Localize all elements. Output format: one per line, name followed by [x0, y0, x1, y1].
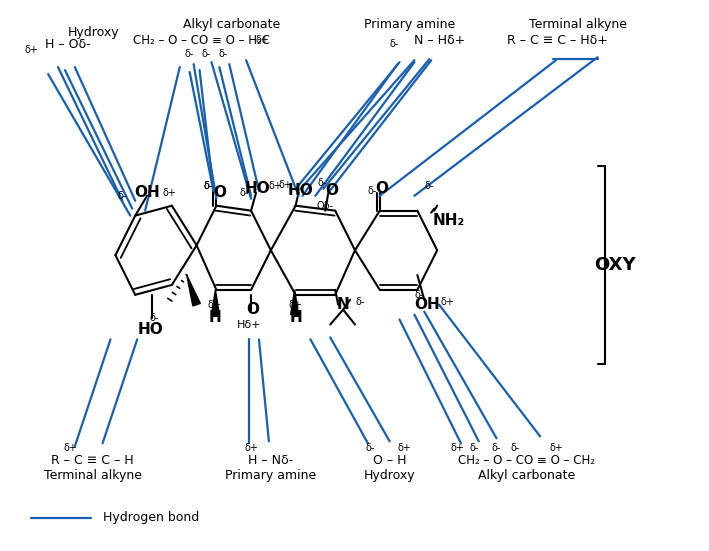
- Polygon shape: [211, 290, 219, 315]
- Text: Alkyl carbonate: Alkyl carbonate: [478, 469, 575, 483]
- Text: δ-: δ-: [415, 290, 424, 300]
- Text: δ-: δ-: [355, 297, 364, 307]
- Text: O: O: [247, 302, 259, 317]
- Text: δ+: δ+: [279, 180, 293, 190]
- Text: δ+: δ+: [64, 443, 78, 453]
- Text: δ-: δ-: [203, 181, 213, 191]
- Text: δ-: δ-: [240, 188, 249, 198]
- Text: δ-: δ-: [203, 181, 213, 191]
- Text: δ+: δ+: [549, 443, 563, 453]
- Polygon shape: [291, 290, 298, 315]
- Polygon shape: [186, 275, 201, 306]
- Text: Primary amine: Primary amine: [364, 18, 455, 31]
- Text: Alkyl carbonate: Alkyl carbonate: [183, 18, 280, 31]
- Text: NH₂: NH₂: [433, 213, 465, 228]
- Text: δ+: δ+: [398, 443, 411, 453]
- Text: N: N: [337, 297, 350, 312]
- Text: Hydroxy: Hydroxy: [68, 26, 120, 39]
- Text: δ-: δ-: [390, 39, 399, 50]
- Text: δ-: δ-: [510, 443, 520, 453]
- Text: δ-: δ-: [202, 49, 211, 60]
- Text: O: O: [213, 185, 226, 201]
- Text: δ+: δ+: [163, 188, 177, 198]
- Text: OH: OH: [134, 185, 160, 201]
- Text: δ-: δ-: [185, 49, 194, 60]
- Text: H – Oδ-: H – Oδ-: [45, 38, 91, 51]
- Text: δ+: δ+: [256, 35, 270, 45]
- Text: OH: OH: [414, 297, 440, 312]
- Text: δ+: δ+: [244, 443, 258, 453]
- Text: N – Hδ+: N – Hδ+: [414, 34, 466, 47]
- Text: δ+: δ+: [440, 297, 454, 307]
- Text: δ-: δ-: [218, 49, 228, 60]
- Text: Terminal alkyne: Terminal alkyne: [529, 18, 627, 31]
- Text: Primary amine: Primary amine: [225, 469, 316, 483]
- Text: δ-: δ-: [469, 443, 479, 453]
- Text: R – C ≡ C – Hδ+: R – C ≡ C – Hδ+: [508, 34, 608, 47]
- Text: CH₂ – O – CO ≡ O – CH₂: CH₂ – O – CO ≡ O – CH₂: [458, 453, 595, 467]
- Text: Hδ+: Hδ+: [237, 320, 262, 329]
- Text: HO: HO: [288, 183, 313, 198]
- Text: O – H: O – H: [373, 453, 406, 467]
- Text: H – Nδ-: H – Nδ-: [248, 453, 294, 467]
- Text: HO: HO: [245, 181, 271, 196]
- Text: δ-: δ-: [367, 186, 376, 196]
- Text: Terminal alkyne: Terminal alkyne: [44, 469, 142, 483]
- Text: δ+: δ+: [450, 443, 464, 453]
- Text: OXY: OXY: [595, 256, 636, 274]
- Text: O: O: [375, 181, 389, 196]
- Text: H: H: [289, 310, 302, 325]
- Text: δ+: δ+: [269, 181, 283, 191]
- Text: δ-: δ-: [425, 181, 434, 191]
- Text: O: O: [325, 183, 339, 198]
- Text: δ-: δ-: [318, 178, 327, 188]
- Text: δ-: δ-: [492, 443, 501, 453]
- Text: δ-: δ-: [365, 443, 374, 453]
- Text: Hydroxy: Hydroxy: [364, 469, 415, 483]
- Text: R – C ≡ C – H: R – C ≡ C – H: [51, 453, 134, 467]
- Text: HO: HO: [138, 322, 163, 337]
- Text: δ+: δ+: [289, 300, 303, 310]
- Text: H: H: [209, 310, 222, 325]
- Text: δ+: δ+: [208, 300, 221, 310]
- Text: Hydrogen bond: Hydrogen bond: [103, 511, 199, 524]
- Text: δ-: δ-: [150, 312, 159, 322]
- Text: δ+: δ+: [24, 45, 38, 55]
- Text: δ-: δ-: [118, 191, 127, 201]
- Text: CH₂ – O – CO ≡ O – H₂C: CH₂ – O – CO ≡ O – H₂C: [133, 34, 270, 47]
- Text: Oδ-: Oδ-: [317, 201, 334, 210]
